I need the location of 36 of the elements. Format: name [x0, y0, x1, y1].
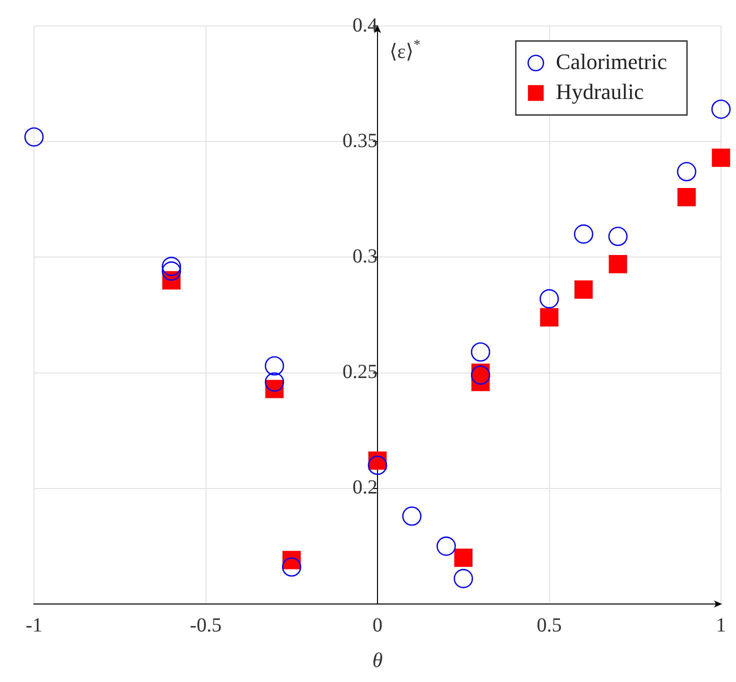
legend-label: Calorimetric [556, 48, 668, 74]
y-axis-title: ⟨ε⟩* [390, 38, 421, 63]
point [608, 226, 628, 246]
y-tick-label: 0.25 [342, 361, 378, 384]
point [608, 255, 628, 274]
point [454, 548, 473, 567]
x-axis-title: θ [372, 648, 383, 672]
point [162, 256, 182, 276]
point [282, 557, 302, 577]
point [677, 162, 696, 182]
point [540, 289, 559, 308]
point [402, 506, 422, 526]
point [540, 308, 558, 326]
x-tick-label: 0 [372, 614, 382, 636]
point [712, 148, 730, 167]
point [264, 356, 284, 376]
x-tick-label: 0.5 [536, 614, 562, 636]
x-tick-label: -0.5 [190, 614, 222, 636]
point [574, 224, 594, 244]
point [24, 127, 44, 147]
x-tick-label: -1 [26, 614, 42, 636]
point [711, 100, 731, 119]
point [264, 372, 284, 392]
y-tick-label: 0.4 [352, 14, 378, 36]
x-tick-label: 1 [716, 614, 726, 636]
legend-label: Hydraulic [556, 78, 644, 104]
y-tick-label: 0.2 [352, 476, 378, 499]
point [454, 568, 474, 588]
point [436, 536, 456, 556]
point [368, 456, 388, 475]
point [162, 261, 182, 281]
point [470, 342, 490, 362]
y-tick-label: 0.35 [342, 130, 378, 152]
point [678, 188, 696, 206]
y-tick-label: 0.3 [352, 245, 378, 268]
point [574, 280, 593, 299]
